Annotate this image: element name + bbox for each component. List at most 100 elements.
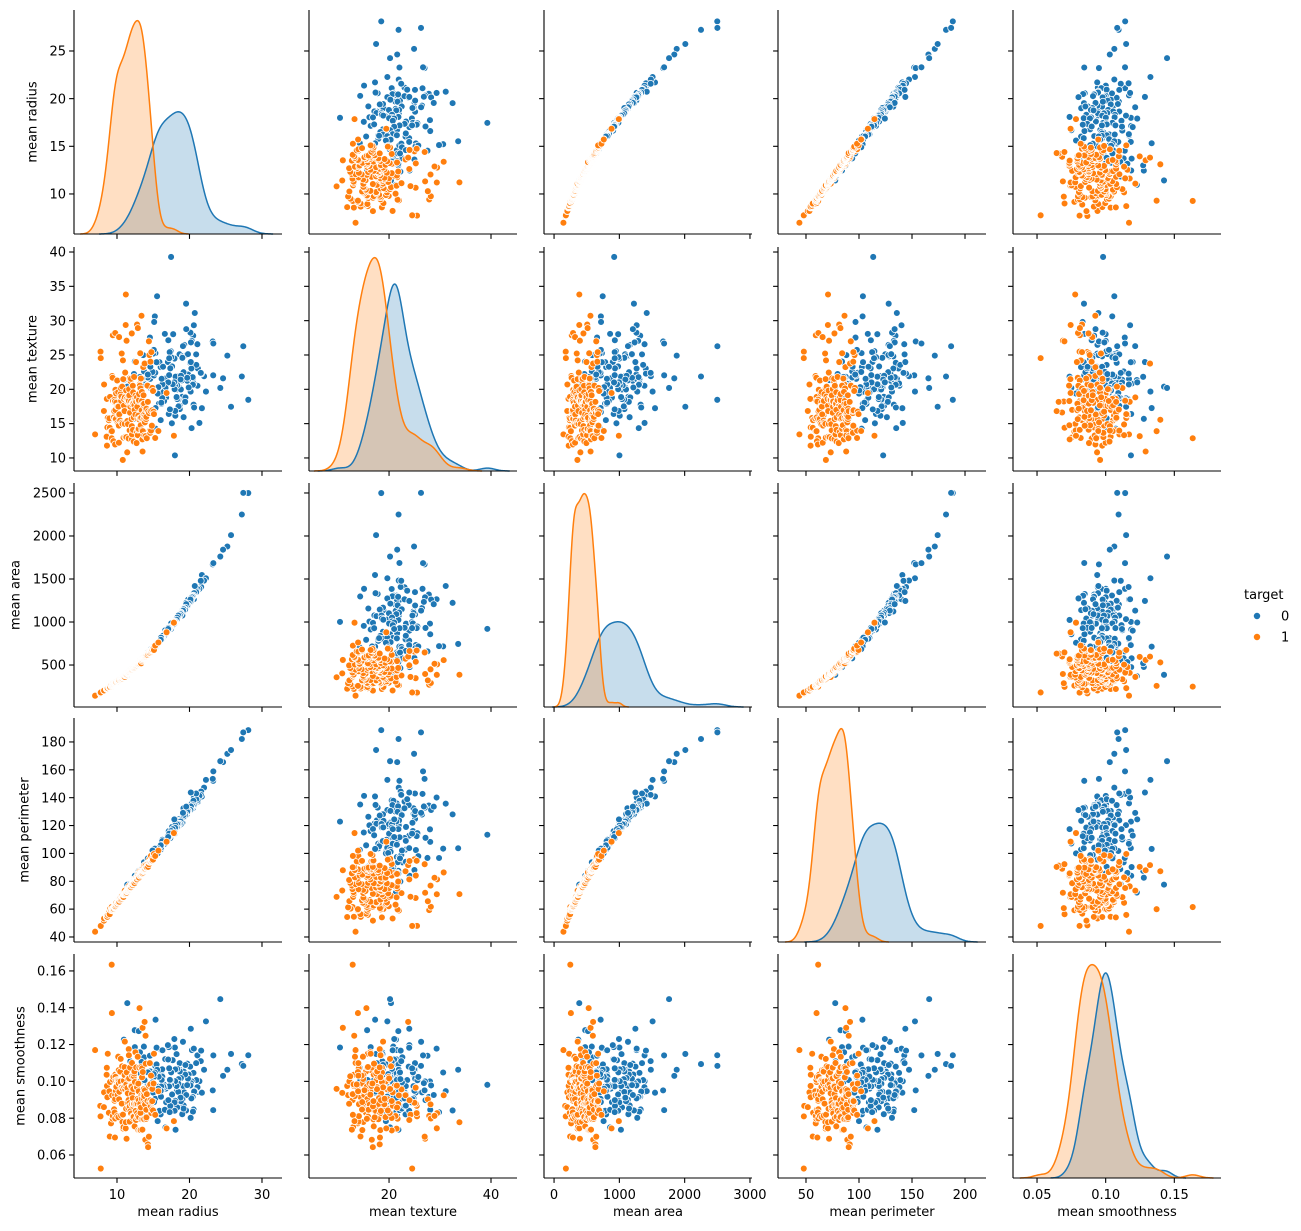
data-point-target-0 xyxy=(397,80,405,88)
data-point-target-1 xyxy=(339,156,347,165)
data-point-target-0 xyxy=(421,834,430,842)
data-point-target-1 xyxy=(1036,354,1045,362)
data-point-target-0 xyxy=(1133,618,1142,627)
data-point-target-0 xyxy=(394,90,402,99)
data-point-target-1 xyxy=(822,456,830,464)
data-point-target-0 xyxy=(879,451,887,460)
y-tick-label: 160 xyxy=(41,763,66,778)
data-point-target-1 xyxy=(800,347,808,356)
y-tick-label: 30 xyxy=(49,314,66,329)
data-point-target-0 xyxy=(393,97,402,106)
data-point-target-0 xyxy=(400,804,409,813)
data-point-target-0 xyxy=(178,354,187,362)
data-point-target-0 xyxy=(420,775,429,783)
data-point-target-1 xyxy=(592,337,601,346)
data-point-target-1 xyxy=(1065,156,1074,165)
data-point-target-0 xyxy=(191,309,199,317)
data-point-target-1 xyxy=(586,311,595,320)
data-point-target-0 xyxy=(949,17,957,26)
data-point-target-1 xyxy=(343,203,351,211)
data-point-target-1 xyxy=(583,324,592,332)
data-point-target-1 xyxy=(857,135,865,144)
data-point-target-1 xyxy=(1125,691,1133,700)
data-point-target-1 xyxy=(607,124,616,133)
data-point-target-0 xyxy=(418,585,427,593)
data-point-target-0 xyxy=(868,348,876,356)
data-point-target-0 xyxy=(893,582,901,590)
data-point-target-1 xyxy=(594,421,603,430)
data-point-target-1 xyxy=(1052,149,1061,157)
data-point-target-0 xyxy=(159,362,167,371)
data-point-target-0 xyxy=(483,625,492,633)
data-point-target-0 xyxy=(933,40,942,48)
data-point-target-1 xyxy=(1092,434,1100,442)
data-point-target-1 xyxy=(138,447,147,456)
data-point-target-0 xyxy=(372,531,380,539)
data-point-target-1 xyxy=(1112,685,1120,693)
scatter-series-target-0 xyxy=(120,489,253,680)
data-point-target-0 xyxy=(901,597,910,605)
kde-curve-target-0 xyxy=(99,111,274,235)
scatter-series-target-1 xyxy=(795,618,879,700)
data-point-target-0 xyxy=(202,776,210,784)
data-point-target-1 xyxy=(1076,641,1085,650)
data-point-target-1 xyxy=(1115,170,1124,179)
data-point-target-0 xyxy=(227,746,235,754)
data-point-target-0 xyxy=(630,338,639,347)
data-point-target-1 xyxy=(1106,145,1114,154)
y-tick-label: 1000 xyxy=(33,616,66,631)
data-point-target-1 xyxy=(1121,396,1129,405)
data-point-target-0 xyxy=(426,630,435,638)
data-point-target-0 xyxy=(1121,489,1129,497)
data-point-target-0 xyxy=(1124,583,1133,591)
data-point-target-0 xyxy=(396,648,404,657)
data-point-target-0 xyxy=(1127,358,1135,366)
data-point-target-0 xyxy=(605,362,613,371)
data-point-target-1 xyxy=(412,145,421,153)
data-point-target-1 xyxy=(424,897,432,906)
data-point-target-1 xyxy=(1065,435,1074,444)
data-point-target-1 xyxy=(394,167,402,176)
data-point-target-1 xyxy=(147,348,156,356)
data-point-target-0 xyxy=(1126,89,1134,97)
data-point-target-1 xyxy=(149,387,157,395)
y-tick-label: 10 xyxy=(49,452,66,467)
data-point-target-0 xyxy=(402,823,410,831)
data-point-target-0 xyxy=(1124,369,1133,378)
data-point-target-0 xyxy=(150,318,158,326)
data-point-target-0 xyxy=(405,93,414,101)
data-point-target-1 xyxy=(870,432,879,440)
data-point-target-0 xyxy=(362,841,370,850)
data-point-target-0 xyxy=(383,73,392,81)
data-point-target-0 xyxy=(606,330,614,338)
data-point-target-1 xyxy=(387,150,396,158)
data-point-target-0 xyxy=(1080,559,1089,567)
data-point-target-0 xyxy=(448,810,457,819)
data-point-target-0 xyxy=(628,350,636,358)
data-point-target-1 xyxy=(1087,406,1095,415)
y-tick-label: 100 xyxy=(41,847,66,862)
data-point-target-1 xyxy=(1072,618,1080,627)
data-point-target-0 xyxy=(881,378,889,387)
data-point-target-0 xyxy=(670,50,679,59)
scatter-series-target-0 xyxy=(1065,17,1171,189)
data-point-target-1 xyxy=(818,333,827,341)
data-point-target-0 xyxy=(364,604,373,613)
data-point-target-0 xyxy=(1163,384,1171,392)
data-point-target-0 xyxy=(190,321,198,330)
data-point-target-1 xyxy=(408,688,416,697)
panel-mean-perimeter-vs-mean-texture xyxy=(304,718,517,947)
data-point-target-1 xyxy=(825,336,833,345)
data-point-target-1 xyxy=(154,638,163,647)
data-point-target-1 xyxy=(103,441,111,450)
data-point-target-1 xyxy=(96,347,105,356)
data-point-target-0 xyxy=(1140,415,1148,423)
data-point-target-1 xyxy=(853,434,861,442)
data-point-target-0 xyxy=(697,26,705,34)
data-point-target-1 xyxy=(121,368,129,377)
data-point-target-1 xyxy=(1095,418,1103,427)
data-point-target-1 xyxy=(162,389,171,397)
data-point-target-1 xyxy=(146,357,155,366)
data-point-target-1 xyxy=(393,657,401,665)
data-point-target-0 xyxy=(387,585,396,593)
